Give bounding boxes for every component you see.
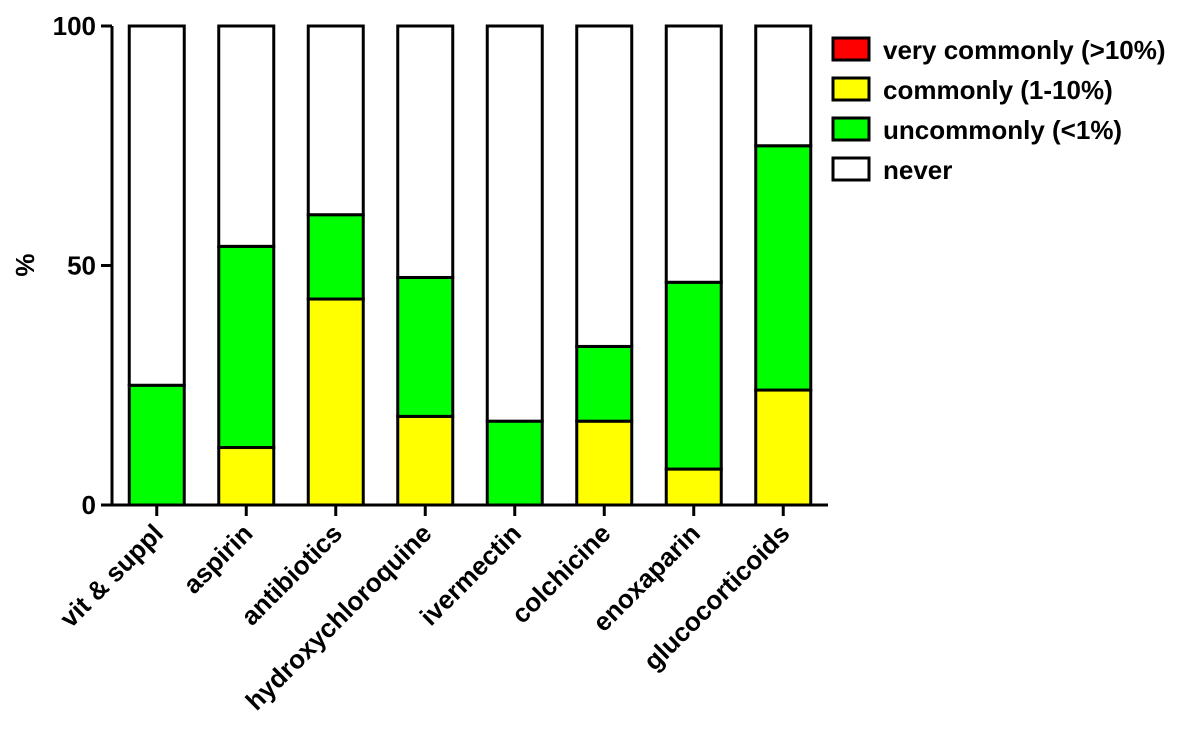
bar-segment [306,213,365,301]
bar-segment [396,24,455,279]
bar-segment [396,414,455,507]
bar-segment [217,24,276,248]
y-tick-label: 50 [67,251,96,281]
bar-segment [127,24,186,387]
bar-segment [664,280,723,471]
bar-segment [306,297,365,507]
bar-segment [485,24,544,423]
y-axis-title: % [10,253,40,276]
bar-segment [217,446,276,507]
legend-label: very commonly (>10%) [883,35,1166,65]
y-tick-label: 0 [82,490,96,520]
bar-segment [575,419,634,507]
bar-segment [664,24,723,284]
bar-segment [127,383,186,507]
legend-swatch [831,76,871,102]
x-tick-label: aspirin [177,518,258,599]
bar-segment [664,467,723,507]
bar-segment [754,388,813,507]
bar-segment [306,24,365,217]
bar-segment [485,419,544,507]
legend-label: never [883,155,952,185]
bar-segment [396,275,455,418]
legend-swatch [831,36,871,62]
legend-label: commonly (1-10%) [883,75,1113,105]
bar-segment [575,24,634,348]
y-tick-label: 100 [53,11,96,41]
bar-segment [754,24,813,148]
bar-segment [217,244,276,450]
bars-layer [127,24,813,507]
y-ticks: 0 50 100 [53,11,112,520]
legend-label: uncommonly (<1%) [883,115,1122,145]
legend: very commonly (>10%) commonly (1-10%) unco… [831,35,1166,185]
bar-segment [754,144,813,392]
x-ticks: vit & suppl aspirinantibioticshydroxychlo… [54,505,795,716]
x-tick-label: vit & suppl [54,518,169,633]
legend-swatch [831,156,871,182]
legend-swatch [831,116,871,142]
bar-segment [575,344,634,423]
